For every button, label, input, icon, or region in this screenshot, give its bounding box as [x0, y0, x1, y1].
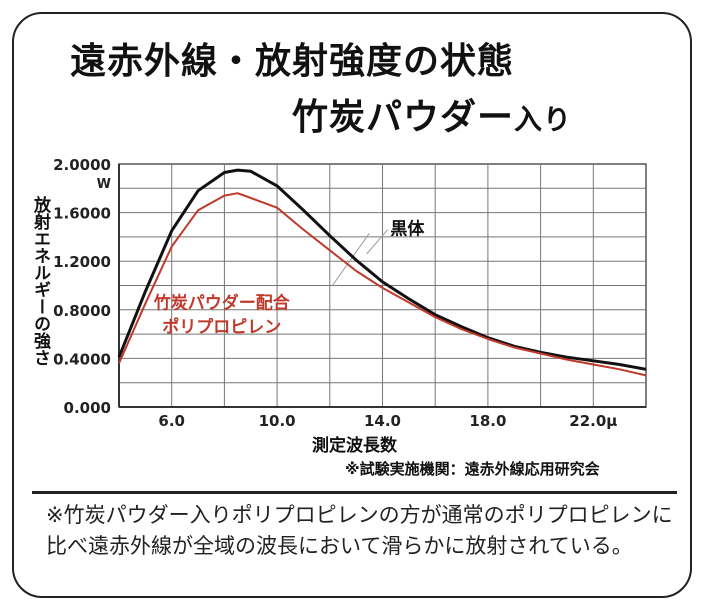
x-axis-title: 測定波長数 — [312, 436, 397, 456]
x-tick-label: 18.0 — [469, 412, 506, 430]
outer-frame — [12, 12, 692, 598]
label-blackbody: 黒体 — [390, 218, 425, 239]
y-tick-label: 0.000 — [64, 399, 111, 417]
y-axis-title: 放射エネルギーの強さ — [30, 196, 50, 366]
x-tick-label: 14.0 — [364, 412, 401, 430]
y-unit-label: W — [97, 177, 111, 192]
x-tick-label: 22.0μ — [569, 412, 617, 430]
y-tick-label: 2.0000 — [53, 156, 111, 174]
title-main: 竹炭パウダー — [292, 97, 515, 138]
title-line-1: 遠赤外線・放射強度の状態 — [70, 41, 515, 82]
y-tick-label: 0.4000 — [53, 350, 111, 368]
x-tick-label: 6.0 — [158, 412, 185, 430]
series-line-bamboo-pp — [118, 192, 647, 377]
divider — [32, 491, 677, 494]
label-bamboo-pp-line2: ポリプロピレン — [162, 317, 281, 338]
source-note: ※試験実施機関：遠赤外線応用研究会 — [345, 460, 600, 478]
label-bamboo-pp-line1: 竹炭パウダー配合 — [153, 293, 291, 314]
title-line-2: 竹炭パウダー入り — [292, 88, 572, 140]
black-label-leader — [366, 229, 389, 255]
red-label-leader — [332, 232, 370, 286]
y-tick-label: 1.2000 — [53, 253, 111, 271]
series-line-blackbody — [117, 168, 647, 371]
title-suffix: 入り — [514, 103, 573, 136]
y-tick-label: 0.8000 — [53, 302, 111, 320]
explanation-note: ※竹炭パウダー入りポリプロピレンの方が通常のポリプロピレンに比べ遠赤外線が全域の… — [46, 503, 673, 558]
y-tick-label: 1.6000 — [53, 205, 111, 223]
x-tick-label: 10.0 — [259, 412, 296, 430]
